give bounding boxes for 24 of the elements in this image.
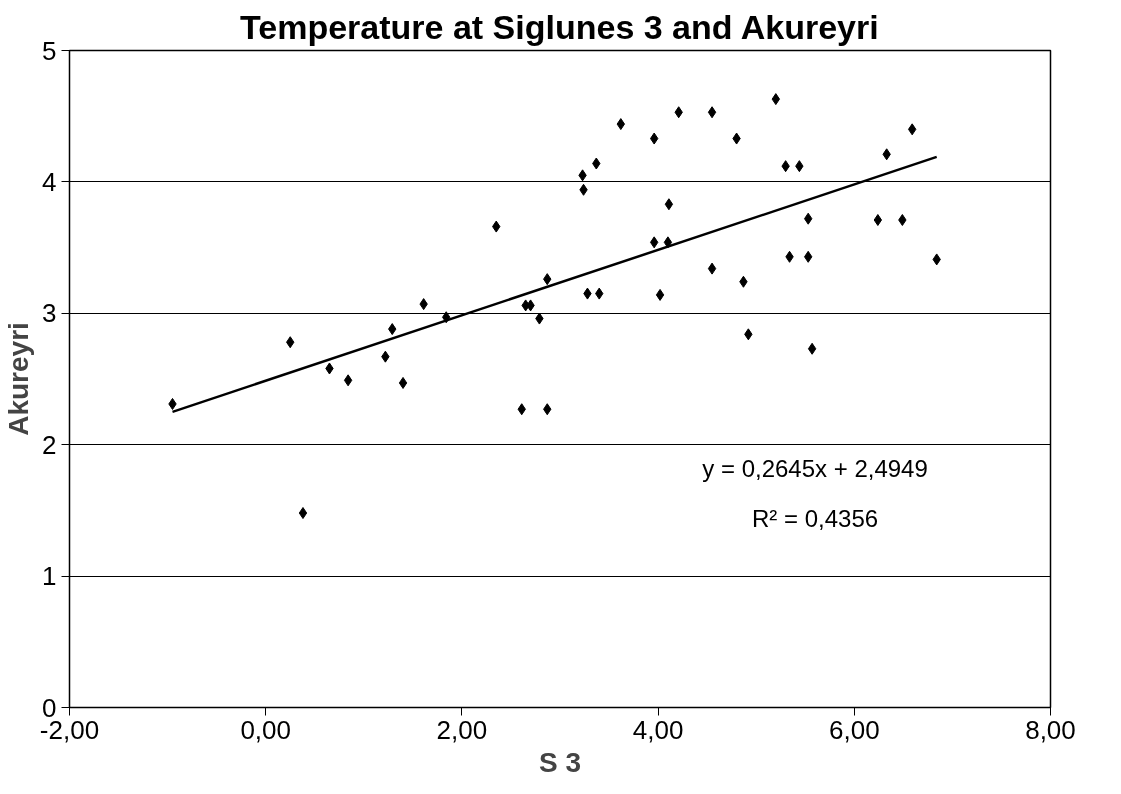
point bbox=[398, 376, 408, 389]
point bbox=[298, 507, 308, 520]
point bbox=[807, 342, 817, 355]
point bbox=[343, 374, 353, 387]
y-tick-label: 5 bbox=[42, 35, 57, 66]
x-tick-label: 2,00 bbox=[436, 714, 488, 745]
x-tick-label: 0,00 bbox=[240, 714, 292, 745]
point bbox=[707, 262, 717, 275]
y-axis-title: Akureyri bbox=[3, 322, 35, 436]
point bbox=[707, 106, 717, 119]
y-tick-label: 3 bbox=[42, 298, 57, 329]
point bbox=[664, 198, 674, 211]
y-tick-label: 4 bbox=[42, 166, 57, 197]
x-tick-label: 8,00 bbox=[1025, 714, 1076, 745]
chart-title: Temperature at Siglunes 3 and Akureyri bbox=[240, 7, 879, 46]
x-tick-label: 4,00 bbox=[632, 714, 684, 745]
annotation: y = 0,2645x + 2,4949 bbox=[702, 455, 928, 483]
point bbox=[655, 288, 665, 301]
annotation: R² = 0,4356 bbox=[752, 505, 879, 533]
x-axis-title: S 3 bbox=[538, 746, 582, 778]
y-tick-label: 2 bbox=[42, 429, 57, 460]
point bbox=[873, 214, 883, 227]
y-tick-label: 1 bbox=[42, 561, 57, 592]
x-tick-label: 6,00 bbox=[829, 714, 880, 745]
